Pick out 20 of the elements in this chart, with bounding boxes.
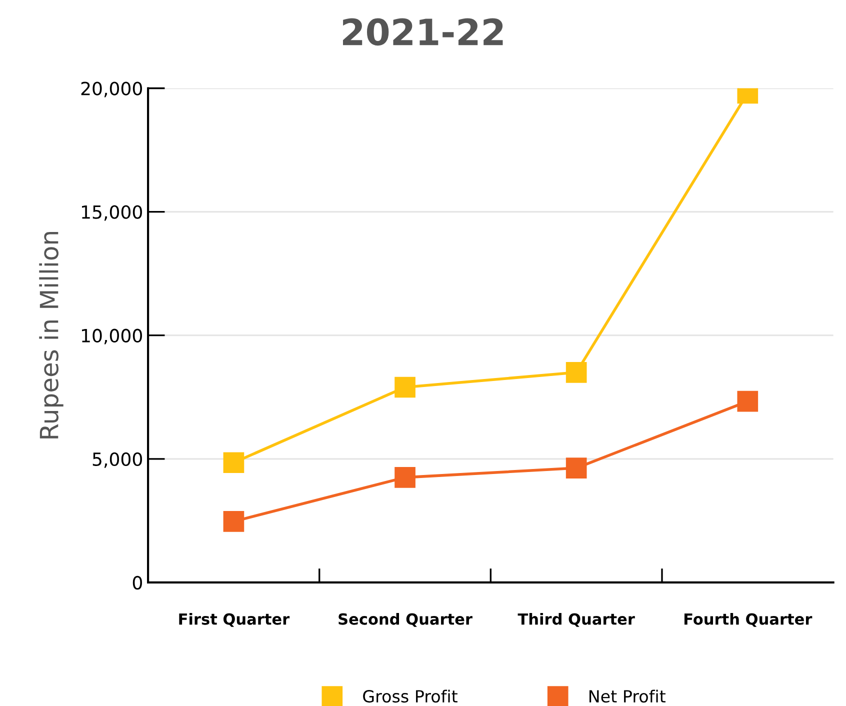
point (737, 390, 758, 412)
point (394, 376, 416, 398)
y-tick-label: 15,000 (82, 205, 142, 221)
point (566, 362, 587, 383)
legend-label: Gross Profit (363, 690, 458, 703)
x-tick-label: First Quarter (179, 613, 290, 627)
point (223, 452, 244, 474)
point (394, 467, 416, 488)
y-tick-label: 0 (132, 576, 142, 590)
x-tick-label: Fourth Quarter (684, 613, 812, 627)
x-tick-label: Third Quarter (518, 613, 635, 627)
chart-title: 2021-22 (342, 18, 503, 46)
y-tick-label: 20,000 (81, 82, 142, 98)
legend-label: Net Profit (589, 690, 666, 703)
point (223, 511, 244, 532)
y-tick-label: 10,000 (82, 328, 142, 344)
y-axis-title: Rupees in Million (39, 232, 64, 438)
y-tick-label: 5,000 (92, 452, 142, 468)
x-tick-label: Second Quarter (338, 613, 472, 627)
point (566, 458, 587, 478)
